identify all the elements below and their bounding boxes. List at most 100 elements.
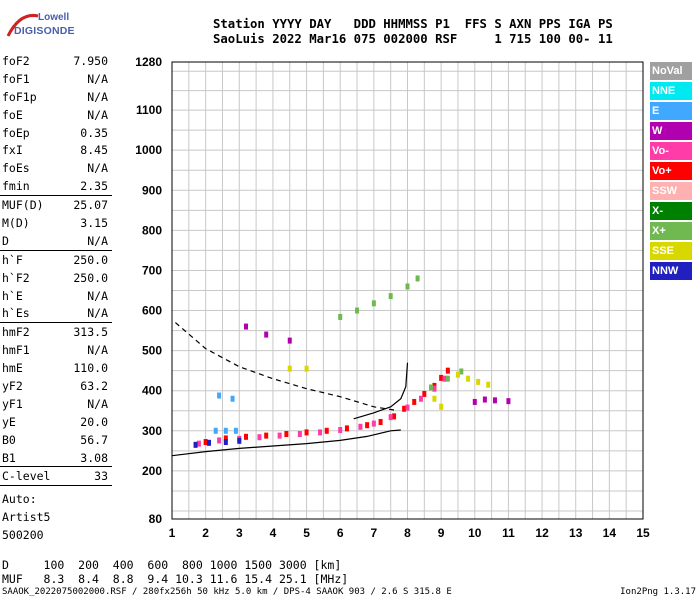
auto-line3: 500200 <box>2 528 44 543</box>
auto-scaling-info: Auto: Artist5 500200 <box>0 492 112 546</box>
data-point <box>371 420 376 427</box>
param-name: foEp <box>2 125 30 140</box>
data-point <box>237 437 242 444</box>
data-point <box>445 375 450 382</box>
header-values: SaoLuis 2022 Mar16 075 002000 RSF 1 715 … <box>213 32 613 46</box>
profile-curve <box>171 429 401 457</box>
data-point <box>257 434 262 441</box>
logo-swoosh-icon <box>6 13 39 37</box>
data-point <box>432 385 437 392</box>
param-name: foF1 <box>2 71 30 86</box>
param-name: hmE <box>2 361 23 376</box>
param-value: 0.35 <box>80 125 108 140</box>
data-point <box>415 275 420 282</box>
param-value: N/A <box>87 343 108 358</box>
param-row: foF1p N/A <box>0 88 112 106</box>
data-point <box>193 441 198 448</box>
auto-line1: Auto: <box>2 492 37 507</box>
data-point <box>412 398 417 405</box>
param-name: fxI <box>2 143 23 158</box>
data-point <box>244 323 249 330</box>
x-tick-label: 9 <box>438 526 445 540</box>
station-header: Station YYYY DAY DDD HHMMSS P1 FFS S AXN… <box>213 17 613 47</box>
param-row: yF1 N/A <box>0 395 112 413</box>
separator <box>0 466 112 468</box>
data-point <box>402 405 407 412</box>
param-row: M(D) 3.15 <box>0 214 112 232</box>
param-name: B1 <box>2 450 16 465</box>
data-point <box>324 427 329 434</box>
param-value: 33 <box>94 469 108 484</box>
data-point <box>223 439 228 446</box>
data-point <box>233 427 238 434</box>
y-tick-label: 400 <box>142 384 162 398</box>
data-point <box>304 429 309 436</box>
param-name: foE <box>2 107 23 122</box>
x-tick-label: 13 <box>569 526 583 540</box>
logo-line2: DIGISONDE <box>14 25 75 37</box>
param-name: h`E <box>2 288 23 303</box>
version-label: Ion2Png 1.3.17 <box>620 587 696 597</box>
data-point <box>284 431 289 438</box>
param-value: 20.0 <box>80 414 108 429</box>
param-value: 3.08 <box>80 450 108 465</box>
param-value: N/A <box>87 233 108 248</box>
data-point <box>442 375 447 382</box>
x-tick-label: 1 <box>169 526 176 540</box>
param-row: yF2 63.2 <box>0 377 112 395</box>
data-point <box>388 414 393 421</box>
param-row: D N/A <box>0 232 112 250</box>
legend-item: Vo+ <box>650 162 692 180</box>
param-row: h`E N/A <box>0 287 112 305</box>
data-point <box>264 331 269 338</box>
data-point <box>445 367 450 374</box>
param-value: 3.15 <box>80 216 108 231</box>
data-point <box>405 283 410 290</box>
param-name: yE <box>2 414 16 429</box>
x-tick-label: 5 <box>303 526 310 540</box>
data-point <box>287 365 292 372</box>
polarization-legend: NoVal NNE E W Vo- Vo+ SSW X- X+ SSE NNW <box>650 62 692 282</box>
param-value: N/A <box>87 161 108 176</box>
data-point <box>476 378 481 385</box>
x-tick-label: 7 <box>371 526 378 540</box>
data-point <box>338 427 343 434</box>
y-tick-label: 80 <box>149 512 163 526</box>
data-point <box>439 403 444 410</box>
param-value: N/A <box>87 89 108 104</box>
param-name: h`Es <box>2 306 30 321</box>
data-point <box>358 423 363 430</box>
data-point <box>287 337 292 344</box>
x-tick-label: 3 <box>236 526 243 540</box>
param-name: B0 <box>2 432 16 447</box>
param-name: h`F <box>2 252 23 267</box>
param-row: C-level 33 <box>0 467 112 485</box>
x-tick-label: 6 <box>337 526 344 540</box>
param-value: 2.35 <box>80 179 108 194</box>
data-point <box>492 397 497 404</box>
param-row: B1 3.08 <box>0 449 112 467</box>
muf-row: MUF 8.3 8.4 8.8 9.4 10.3 11.6 15.4 25.1 … <box>2 572 349 586</box>
legend-item: NNE <box>650 82 692 100</box>
data-point <box>217 392 222 399</box>
data-point <box>418 395 423 402</box>
data-point <box>230 395 235 402</box>
data-point <box>217 437 222 444</box>
distance-muf-table: D 100 200 400 600 800 1000 1500 3000 [km… <box>2 558 348 586</box>
header-labels: Station YYYY DAY DDD HHMMSS P1 FFS S AXN… <box>213 17 613 31</box>
param-row: hmF1 N/A <box>0 341 112 359</box>
data-point <box>429 384 434 391</box>
data-point <box>297 431 302 438</box>
data-point <box>277 432 282 439</box>
separator <box>0 195 112 197</box>
separator <box>0 322 112 324</box>
data-point <box>264 432 269 439</box>
profile-curve <box>353 362 409 420</box>
param-name: foF2 <box>2 54 30 68</box>
y-tick-label: 200 <box>142 464 162 478</box>
scaled-parameters-panel: foF2 7.950 foF1 N/A foF1p N/A foE N/A foEp 0.35 fx… <box>0 52 112 546</box>
y-tick-label: 800 <box>142 223 162 237</box>
data-point <box>223 427 228 434</box>
x-tick-label: 10 <box>468 526 482 540</box>
param-value: N/A <box>87 288 108 303</box>
